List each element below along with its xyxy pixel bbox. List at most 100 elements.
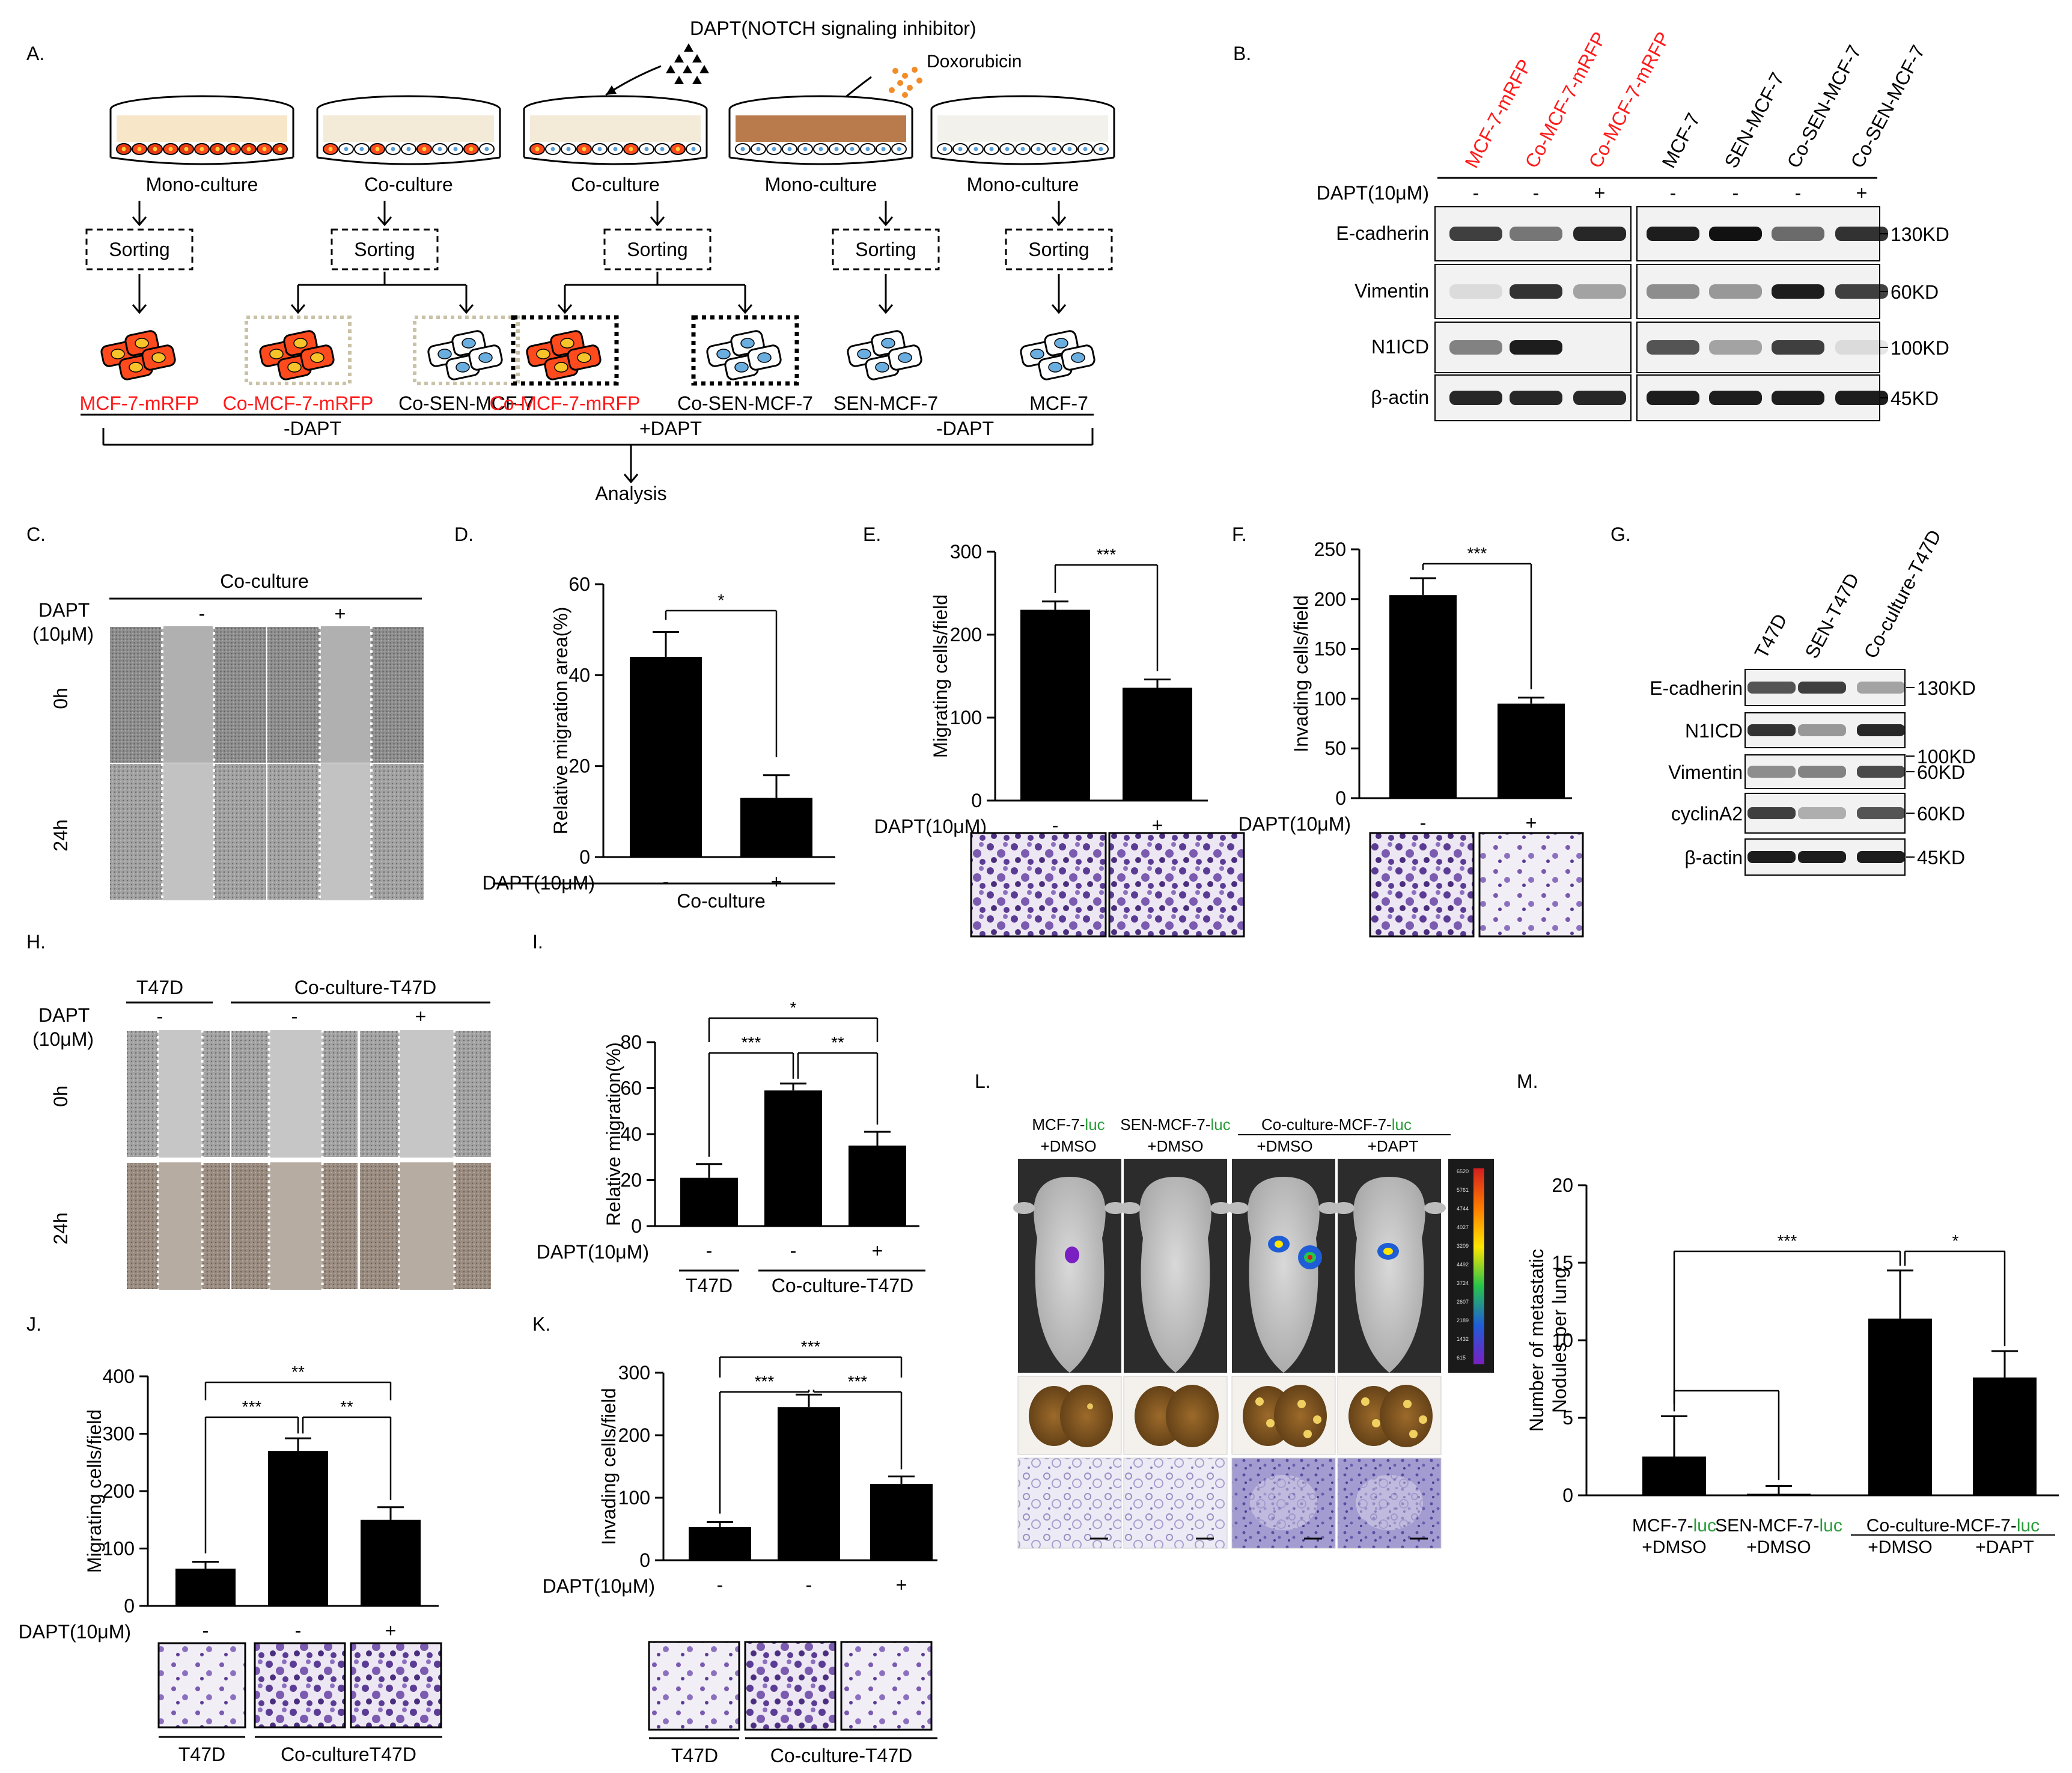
y-tick-label: 400 xyxy=(103,1366,135,1387)
y-tick-label: 200 xyxy=(950,624,982,645)
cell-nucleus xyxy=(1054,338,1068,349)
protein-label: Vimentin xyxy=(1668,761,1743,783)
dish-cell-nucleus xyxy=(597,147,602,151)
cell-nucleus xyxy=(875,362,889,373)
h-sign: + xyxy=(415,1006,427,1027)
y-tick-label: 0 xyxy=(1562,1485,1573,1506)
doxorubicin-dots-icon xyxy=(889,67,922,98)
dapt-sign: + xyxy=(1594,182,1606,204)
marker-label: 60KD xyxy=(1917,761,1965,783)
dish-cell-nucleus xyxy=(1052,147,1056,151)
group-label: T47D xyxy=(686,1275,733,1296)
sorting-label: Sorting xyxy=(354,239,415,260)
y-tick-label: 15 xyxy=(1552,1252,1573,1274)
bar-3 xyxy=(1868,1318,1932,1495)
he-lesion xyxy=(1356,1475,1423,1530)
y-tick-label: 0 xyxy=(1335,787,1346,809)
m-group-label-3: Co-culture-MCF-7-luc xyxy=(1866,1516,2040,1536)
blot-band xyxy=(1772,227,1824,241)
wound-gap xyxy=(269,1030,323,1158)
he-section xyxy=(1017,1457,1122,1549)
cell-nucleus xyxy=(135,338,149,349)
blot-band xyxy=(1510,284,1562,299)
metastatic-nodule xyxy=(1419,1415,1427,1424)
bar-2 xyxy=(740,798,812,857)
dish-bottom xyxy=(110,156,294,165)
dish-cell-nucleus xyxy=(535,147,540,151)
colorbar-tick: 3209 xyxy=(1457,1243,1469,1249)
blot-band xyxy=(1747,851,1796,863)
bar-3 xyxy=(870,1484,933,1560)
y-tick-label: 5 xyxy=(1562,1407,1573,1429)
dapt-sign: - xyxy=(1533,182,1540,204)
h-time-label: 0h xyxy=(50,1085,72,1107)
panel-label-k: K. xyxy=(532,1313,550,1335)
blot-band xyxy=(1449,340,1502,355)
wound-gap xyxy=(320,626,371,763)
panel-e-chart: 0 100 200 300 Migrating cells/field DAPT(10μM… xyxy=(874,541,1245,938)
dish-bottom xyxy=(931,156,1115,165)
sig-m2-label: * xyxy=(1952,1231,1959,1250)
dapt-inhibitor-label: DAPT(NOTCH signaling inhibitor) xyxy=(690,17,977,39)
blot-band xyxy=(1449,284,1502,299)
cell-nucleus xyxy=(129,362,143,373)
bar-1 xyxy=(630,657,702,857)
mouse-paw xyxy=(1013,1202,1035,1214)
signal-spot-core xyxy=(1275,1240,1283,1248)
blot-band xyxy=(1772,340,1824,355)
colorbar-tick: 3724 xyxy=(1457,1280,1469,1286)
dish-cell-nucleus xyxy=(153,147,157,151)
metastatic-nodule xyxy=(1403,1400,1412,1408)
doxorubicin-label: Doxorubicin xyxy=(927,52,1022,72)
dish-cell-nucleus xyxy=(834,147,839,151)
marker-label: 45KD xyxy=(1891,388,1939,409)
y-tick-label: 0 xyxy=(971,790,982,811)
bar-3 xyxy=(849,1146,906,1226)
blot-band xyxy=(1798,807,1846,819)
flow-arrow-head xyxy=(1051,304,1067,314)
blot-band xyxy=(1772,391,1824,405)
flow-arrow-head xyxy=(878,304,894,314)
c-conc-label: (10μM) xyxy=(32,623,94,645)
panel-label-f: F. xyxy=(1232,523,1247,545)
y-tick-label: 200 xyxy=(1314,588,1346,610)
blot-band xyxy=(1747,766,1796,778)
cell-nucleus xyxy=(478,352,493,363)
colorbar-tick: 4027 xyxy=(1457,1224,1469,1230)
flow-arrow-head xyxy=(132,216,147,227)
cell-nucleus xyxy=(560,338,574,349)
sorted-box xyxy=(245,316,352,385)
cell-label: MCF-7 xyxy=(1029,392,1088,414)
dapt-sign: - xyxy=(1670,182,1677,204)
bar-1 xyxy=(1642,1456,1706,1495)
l-col-label-3: Co-culture-MCF-7-luc xyxy=(1261,1115,1412,1134)
dapt-sign: - xyxy=(295,1620,302,1641)
cell-label: MCF-7-mRFP xyxy=(79,392,199,414)
dish-cell-nucleus xyxy=(168,147,173,151)
metastatic-nodule xyxy=(1361,1397,1370,1406)
colorbar-tick: 5761 xyxy=(1457,1187,1469,1193)
bar-1 xyxy=(1389,595,1457,798)
cell-nucleus xyxy=(740,338,755,349)
mouse-shape xyxy=(1139,1177,1211,1373)
dish-cell-nucleus xyxy=(246,147,251,151)
dish-cell-nucleus xyxy=(137,147,142,151)
y-axis-label: Migrating cells/field xyxy=(84,1409,105,1573)
cell-group-5: Co-SEN-MCF-7 xyxy=(677,315,813,414)
dish-cell-nucleus xyxy=(772,147,776,151)
sorted-box xyxy=(413,316,520,385)
wound-gap xyxy=(157,1030,203,1158)
group-label: Co-cultureT47D xyxy=(281,1744,416,1765)
mouse-paw xyxy=(1424,1202,1446,1214)
dapt-label: DAPT(10μM) xyxy=(537,1241,649,1263)
panel-label-h: H. xyxy=(26,931,46,953)
bar-2 xyxy=(268,1451,328,1606)
lane-label: T47D xyxy=(1750,610,1791,662)
blot-band xyxy=(1857,724,1905,736)
colorbar-tick: 4492 xyxy=(1457,1262,1469,1268)
group-label: Co-culture xyxy=(677,890,766,912)
dish-cell-nucleus xyxy=(740,147,745,151)
sig-i1-label: *** xyxy=(742,1033,761,1052)
dish-cell-nucleus xyxy=(644,147,649,151)
flow-arrow-head xyxy=(459,304,474,314)
